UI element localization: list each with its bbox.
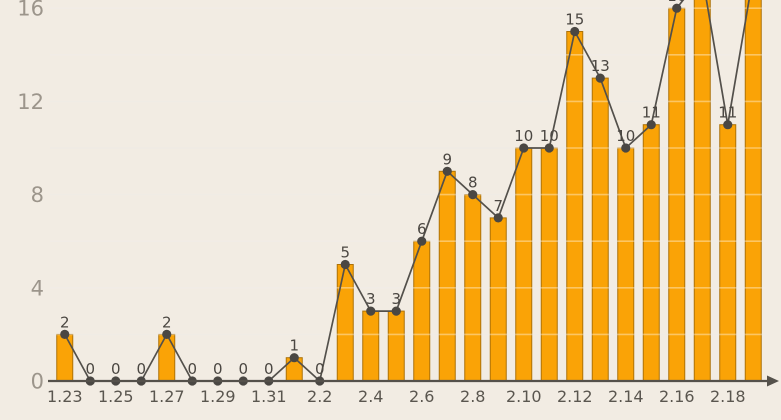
x-tick-label: 2.14 bbox=[608, 387, 644, 406]
data-label: 0 bbox=[85, 360, 95, 378]
data-label: 0 bbox=[238, 360, 248, 378]
y-tick-label: 8 bbox=[31, 183, 44, 207]
data-label: 5 bbox=[340, 244, 350, 262]
bar bbox=[515, 147, 533, 382]
data-label: 2 bbox=[60, 313, 70, 331]
data-point-marker bbox=[595, 73, 605, 83]
x-tick-label: 2.16 bbox=[659, 387, 695, 406]
data-point-marker bbox=[162, 329, 172, 339]
data-point-marker bbox=[621, 143, 631, 153]
data-point-marker bbox=[340, 259, 350, 270]
x-tick-label: 2.18 bbox=[710, 387, 746, 406]
data-label: 0 bbox=[315, 360, 325, 378]
bar bbox=[56, 333, 74, 382]
data-label: 16 bbox=[667, 0, 686, 5]
bar bbox=[336, 264, 354, 382]
data-point-marker bbox=[289, 353, 299, 363]
x-tick-label: 2.6 bbox=[409, 387, 434, 406]
data-label: 7 bbox=[493, 197, 503, 215]
data-point-marker bbox=[519, 143, 529, 153]
data-point-marker bbox=[391, 306, 401, 316]
data-label: 0 bbox=[136, 360, 146, 378]
data-label: 8 bbox=[468, 174, 478, 192]
bar bbox=[540, 147, 558, 382]
data-point-marker bbox=[570, 26, 580, 37]
data-label: 10 bbox=[514, 127, 533, 145]
data-label: 3 bbox=[366, 290, 376, 308]
data-point-marker bbox=[417, 236, 427, 246]
bar bbox=[158, 333, 176, 382]
bar bbox=[566, 31, 584, 382]
x-tick-label: 2.12 bbox=[557, 387, 593, 406]
bar bbox=[413, 240, 431, 382]
bar bbox=[438, 170, 456, 382]
bar bbox=[362, 310, 380, 382]
bar bbox=[693, 0, 711, 382]
bar bbox=[719, 124, 737, 382]
data-label: 15 bbox=[565, 11, 584, 29]
data-label: 0 bbox=[213, 360, 223, 378]
bar bbox=[387, 310, 405, 382]
data-label: 0 bbox=[187, 360, 197, 378]
bar bbox=[642, 124, 660, 382]
data-point-marker bbox=[646, 120, 656, 130]
x-tick-label: 1.27 bbox=[149, 387, 185, 406]
y-tick-label: 4 bbox=[31, 276, 44, 300]
trend-line bbox=[64, 0, 750, 382]
bar bbox=[617, 147, 635, 382]
x-tick-label: 2.2 bbox=[307, 387, 332, 406]
y-tick-label: 16 bbox=[17, 0, 44, 21]
y-tick-label: 12 bbox=[17, 90, 44, 114]
data-label: 10 bbox=[616, 127, 635, 145]
data-point-marker bbox=[442, 166, 452, 176]
y-tick-label: 0 bbox=[31, 370, 44, 394]
data-label: 1 bbox=[289, 337, 299, 355]
x-tick-label: 1.29 bbox=[200, 387, 236, 406]
x-tick-label: 1.25 bbox=[98, 387, 134, 406]
data-label: 0 bbox=[264, 360, 274, 378]
x-tick-label: 2.10 bbox=[506, 387, 542, 406]
data-point-marker bbox=[723, 120, 733, 130]
bar bbox=[744, 0, 762, 382]
data-point-marker bbox=[493, 213, 503, 223]
data-point-marker bbox=[544, 143, 554, 153]
bar bbox=[591, 77, 609, 382]
data-label: 10 bbox=[540, 127, 559, 145]
data-label: 11 bbox=[642, 104, 661, 122]
data-point-marker bbox=[60, 329, 70, 339]
data-label: 2 bbox=[162, 313, 172, 331]
x-tick-label: 2.8 bbox=[460, 387, 485, 406]
bar bbox=[489, 217, 507, 382]
x-tick-label: 2.4 bbox=[358, 387, 383, 406]
data-label: 9 bbox=[442, 150, 452, 168]
data-point-marker bbox=[672, 3, 682, 13]
x-tick-label: 1.23 bbox=[47, 387, 83, 406]
data-label: 6 bbox=[417, 220, 427, 238]
data-label: 3 bbox=[391, 290, 401, 308]
x-axis-arrow-icon bbox=[767, 375, 779, 387]
data-label: 11 bbox=[718, 104, 737, 122]
data-label: 0 bbox=[111, 360, 121, 378]
x-tick-label: 1.31 bbox=[251, 387, 287, 406]
data-point-marker bbox=[468, 190, 478, 200]
data-label: 13 bbox=[591, 57, 610, 75]
data-point-marker bbox=[366, 306, 376, 316]
